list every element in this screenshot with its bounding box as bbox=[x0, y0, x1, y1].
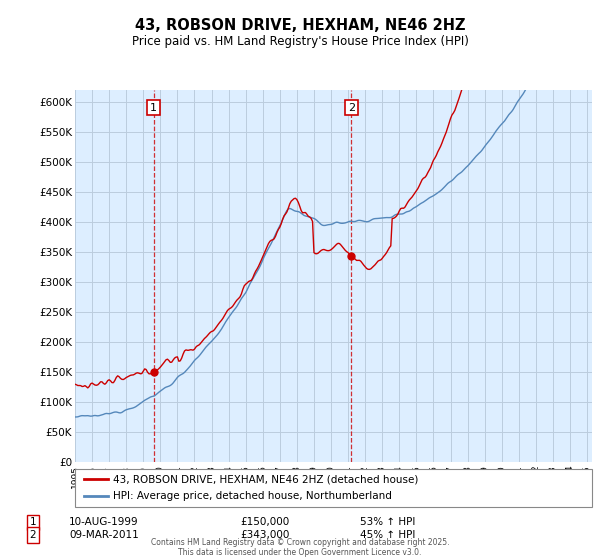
Text: 43, ROBSON DRIVE, HEXHAM, NE46 2HZ (detached house): 43, ROBSON DRIVE, HEXHAM, NE46 2HZ (deta… bbox=[113, 474, 418, 484]
Text: £150,000: £150,000 bbox=[240, 517, 289, 528]
Text: 53% ↑ HPI: 53% ↑ HPI bbox=[360, 517, 415, 528]
Text: 09-MAR-2011: 09-MAR-2011 bbox=[69, 530, 139, 540]
Text: 43, ROBSON DRIVE, HEXHAM, NE46 2HZ: 43, ROBSON DRIVE, HEXHAM, NE46 2HZ bbox=[135, 18, 465, 32]
Text: 10-AUG-1999: 10-AUG-1999 bbox=[69, 517, 139, 528]
Text: 2: 2 bbox=[348, 102, 355, 113]
Text: Contains HM Land Registry data © Crown copyright and database right 2025.
This d: Contains HM Land Registry data © Crown c… bbox=[151, 538, 449, 557]
Text: £343,000: £343,000 bbox=[240, 530, 289, 540]
Text: 45% ↑ HPI: 45% ↑ HPI bbox=[360, 530, 415, 540]
Text: 2: 2 bbox=[29, 530, 37, 540]
Text: 1: 1 bbox=[150, 102, 157, 113]
Text: 1: 1 bbox=[29, 517, 37, 528]
Text: Price paid vs. HM Land Registry's House Price Index (HPI): Price paid vs. HM Land Registry's House … bbox=[131, 35, 469, 49]
Text: HPI: Average price, detached house, Northumberland: HPI: Average price, detached house, Nort… bbox=[113, 491, 392, 501]
